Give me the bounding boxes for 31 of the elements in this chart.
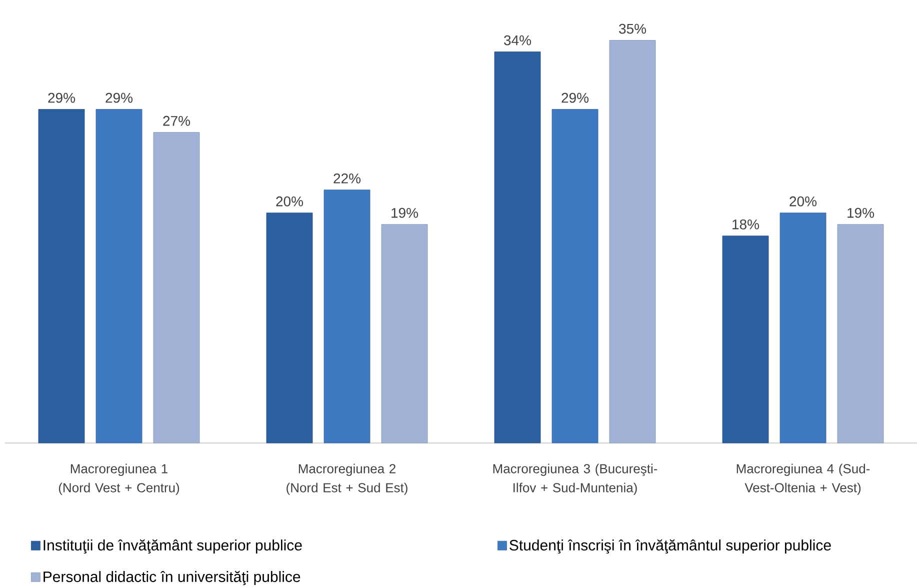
- bar: [38, 109, 85, 444]
- bar: [96, 109, 142, 444]
- data-label: 20%: [790, 196, 817, 206]
- data-label: 29%: [48, 92, 76, 103]
- data-label: 29%: [562, 92, 589, 103]
- bar: [494, 52, 541, 444]
- data-label: 20%: [276, 196, 304, 206]
- data-label: 27%: [163, 116, 190, 126]
- data-label: 29%: [106, 92, 133, 103]
- data-label: 18%: [732, 219, 760, 230]
- bar: [552, 109, 598, 444]
- bar: [837, 224, 884, 444]
- data-label: 22%: [334, 173, 361, 184]
- bar: [609, 40, 656, 444]
- bar: [266, 212, 313, 444]
- legend-label: Personal didactic în universităţi publice: [44, 570, 300, 586]
- x-tick-label: Macroregiunea 4 (Sud-Vest-Oltenia + Vest): [736, 464, 870, 495]
- legend-label: Instituţii de învăţământ superior publice: [44, 539, 302, 554]
- data-label: 34%: [504, 35, 532, 46]
- x-tick-label: Macroregiunea 1 (Nord Vest + Centru): [58, 464, 180, 495]
- bar: [780, 212, 826, 444]
- data-label: 19%: [848, 208, 874, 218]
- bar: [381, 224, 428, 444]
- data-label: 35%: [619, 24, 646, 34]
- data-label: 19%: [392, 208, 418, 218]
- bar: [153, 132, 200, 444]
- bar: [324, 190, 370, 444]
- x-tick-label: Macroregiunea 2 (Nord Est + Sud Est): [286, 464, 408, 495]
- x-tick-label: Macroregiunea 3 (Bucureşti-Ilfov + Sud-Muntenia): [493, 464, 658, 495]
- legend-label: Studenţi înscrişi în învăţământul superior publice: [510, 539, 831, 554]
- bar: [722, 236, 769, 444]
